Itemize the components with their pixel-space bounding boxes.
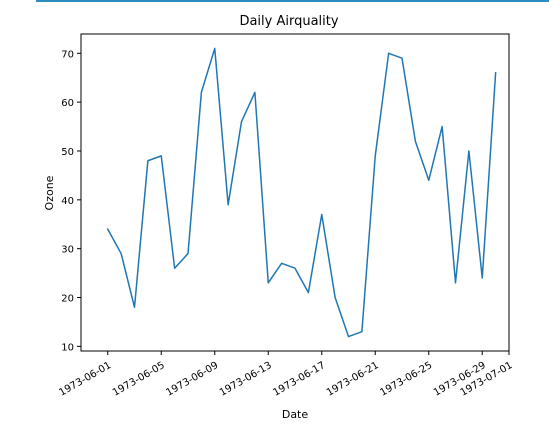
y-tick-label: 30 [61,245,74,256]
y-tick-label: 70 [61,49,74,60]
chart-title: Daily Airquality [239,14,338,29]
x-tick-label: 1973-06-13 [218,360,274,399]
y-tick-label: 10 [61,342,74,353]
x-tick-label: 1973-06-21 [325,360,381,399]
series-line [106,47,497,338]
x-tick-label: 1973-06-01 [57,360,113,399]
x-axis-label: Date [282,408,309,421]
y-tick-label: 60 [61,98,74,109]
y-tick-label: 50 [61,147,74,158]
y-tick-label: 40 [61,196,74,207]
plot-area: 102030405060701973-06-011973-06-051973-0… [57,33,515,399]
x-tick-label: 1973-06-17 [271,360,327,399]
top-border-line [36,0,549,2]
y-tick-label: 20 [61,294,74,305]
x-tick-label: 1973-06-09 [164,360,220,399]
plot-frame [80,33,510,352]
x-tick-label: 1973-06-25 [378,360,434,399]
x-tick-label: 1973-06-05 [111,360,167,399]
y-axis-label: Ozone [43,175,56,210]
